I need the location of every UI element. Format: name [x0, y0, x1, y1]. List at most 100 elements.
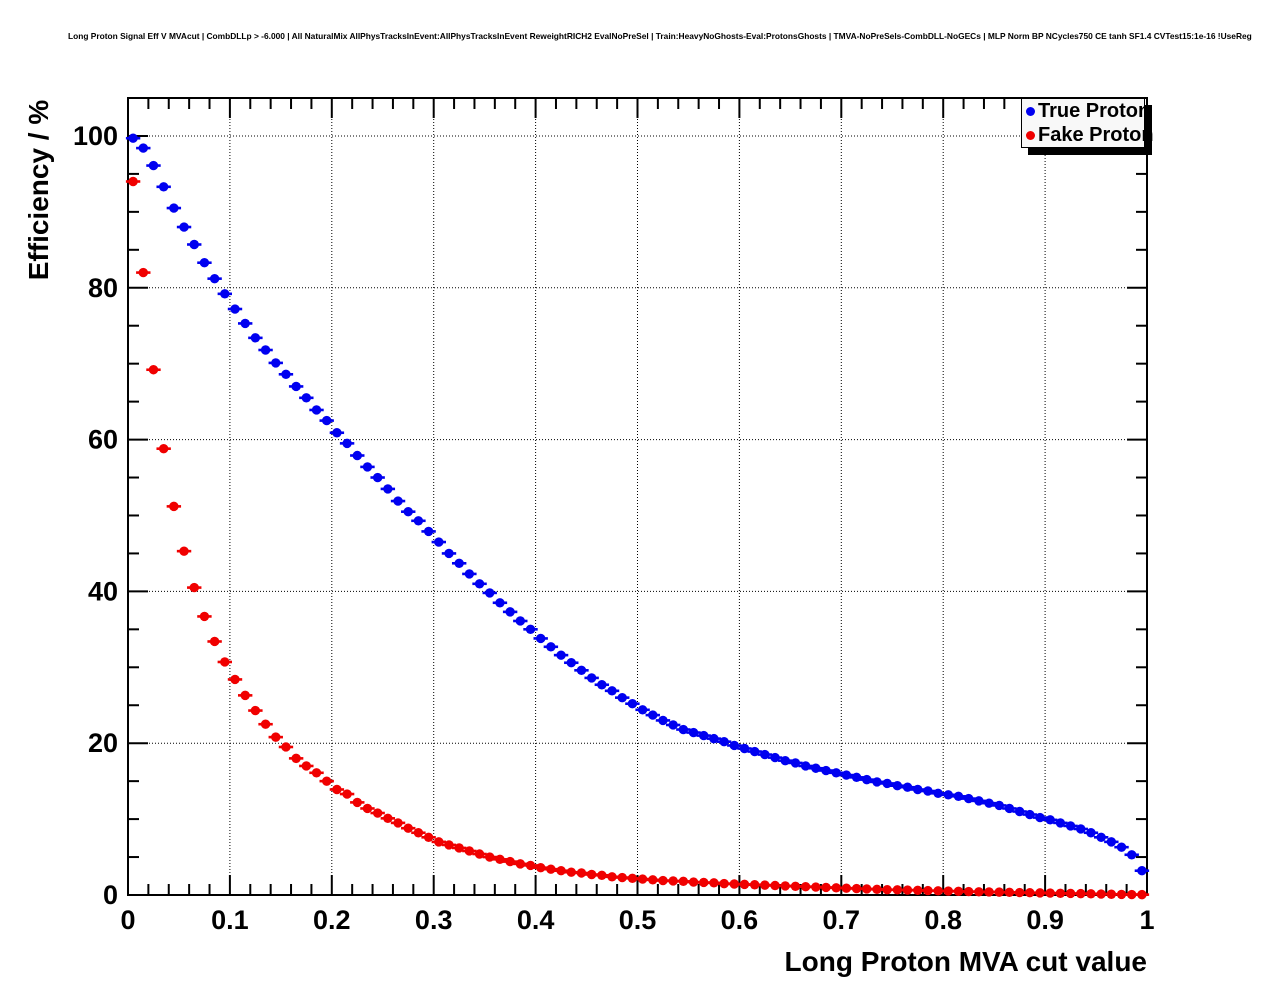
legend-label-fake-proton: Fake Proton	[1038, 124, 1154, 146]
data-point	[535, 633, 546, 644]
data-point	[862, 774, 872, 785]
data-point	[780, 881, 790, 891]
data-point	[678, 724, 689, 735]
data-point	[260, 719, 271, 729]
data-point	[831, 883, 841, 893]
y-axis-title: Efficiency / %	[23, 100, 54, 281]
data-point	[189, 239, 199, 250]
data-point	[709, 733, 719, 744]
data-point	[617, 692, 627, 703]
y-tick-label: 100	[73, 121, 118, 151]
x-tick-label: 0.4	[517, 905, 555, 935]
data-point	[953, 791, 964, 802]
data-point	[199, 258, 210, 268]
data-point	[831, 768, 841, 778]
data-point	[1127, 850, 1137, 860]
data-point	[566, 658, 576, 668]
data-point	[811, 882, 821, 892]
data-point	[474, 579, 485, 589]
data-point	[597, 680, 607, 690]
data-point	[495, 598, 505, 608]
data-point	[739, 879, 750, 890]
data-point	[444, 840, 454, 850]
data-point	[546, 642, 556, 652]
data-point	[892, 885, 903, 895]
series-true-proton	[125, 133, 1150, 876]
data-point	[1014, 887, 1025, 898]
data-point	[1035, 888, 1045, 898]
data-point	[749, 880, 760, 890]
data-point	[322, 776, 332, 786]
data-point	[800, 761, 811, 771]
data-point	[851, 772, 862, 783]
data-point	[403, 823, 413, 833]
data-point	[434, 837, 444, 847]
data-point	[505, 856, 515, 867]
data-point	[179, 546, 189, 556]
data-point	[1137, 866, 1147, 876]
data-point	[148, 160, 159, 171]
data-point	[719, 878, 729, 889]
data-point	[627, 873, 638, 884]
data-point	[301, 761, 312, 771]
data-point	[913, 885, 923, 895]
data-point	[546, 864, 556, 874]
data-point	[1014, 806, 1025, 817]
y-tick-label: 60	[88, 425, 118, 455]
x-tick-label: 0.9	[1026, 905, 1064, 935]
plot-frame	[127, 97, 1148, 896]
data-point	[943, 886, 953, 896]
data-point	[770, 880, 780, 891]
data-point	[699, 730, 709, 741]
data-point	[464, 569, 475, 579]
data-point	[1076, 888, 1086, 899]
x-tick-label: 0.1	[211, 905, 249, 935]
data-point	[872, 884, 882, 895]
x-tick-label: 0.6	[721, 905, 759, 935]
data-point	[372, 808, 383, 818]
data-point	[281, 369, 291, 379]
x-tick-label: 0.5	[619, 905, 657, 935]
data-point	[851, 883, 862, 894]
data-point	[464, 846, 475, 856]
data-point	[189, 582, 199, 593]
data-point	[882, 778, 892, 789]
data-point	[1025, 888, 1035, 898]
data-point	[688, 877, 699, 887]
data-point	[841, 883, 852, 893]
data-point	[209, 636, 220, 647]
data-point	[994, 887, 1004, 897]
data-point	[342, 789, 352, 799]
x-tick-label: 0.2	[313, 905, 351, 935]
data-point	[250, 705, 261, 716]
data-point	[627, 699, 638, 709]
data-point	[535, 862, 546, 873]
data-point	[668, 720, 678, 730]
data-point	[821, 765, 831, 776]
legend-marker-true-proton-icon	[1026, 106, 1035, 116]
data-point	[230, 304, 240, 314]
data-point	[240, 690, 250, 701]
data-point	[963, 886, 974, 897]
data-point	[393, 818, 403, 828]
data-point	[413, 828, 424, 838]
data-point	[811, 763, 821, 773]
data-point	[383, 813, 393, 824]
data-point	[1076, 824, 1086, 834]
data-point	[342, 438, 352, 449]
data-point	[403, 506, 413, 517]
data-point	[1055, 888, 1066, 899]
data-point	[138, 143, 148, 153]
data-point	[556, 650, 566, 660]
data-point	[322, 415, 332, 426]
data-point	[240, 318, 250, 329]
legend-label-true-proton: True Proton	[1038, 100, 1151, 122]
data-point	[576, 665, 587, 676]
data-point	[1127, 889, 1137, 900]
data-point	[902, 885, 913, 895]
data-point	[586, 869, 597, 880]
x-tick-label: 0	[120, 905, 135, 935]
data-point	[220, 657, 230, 667]
data-point	[770, 752, 780, 763]
data-point	[566, 867, 576, 877]
